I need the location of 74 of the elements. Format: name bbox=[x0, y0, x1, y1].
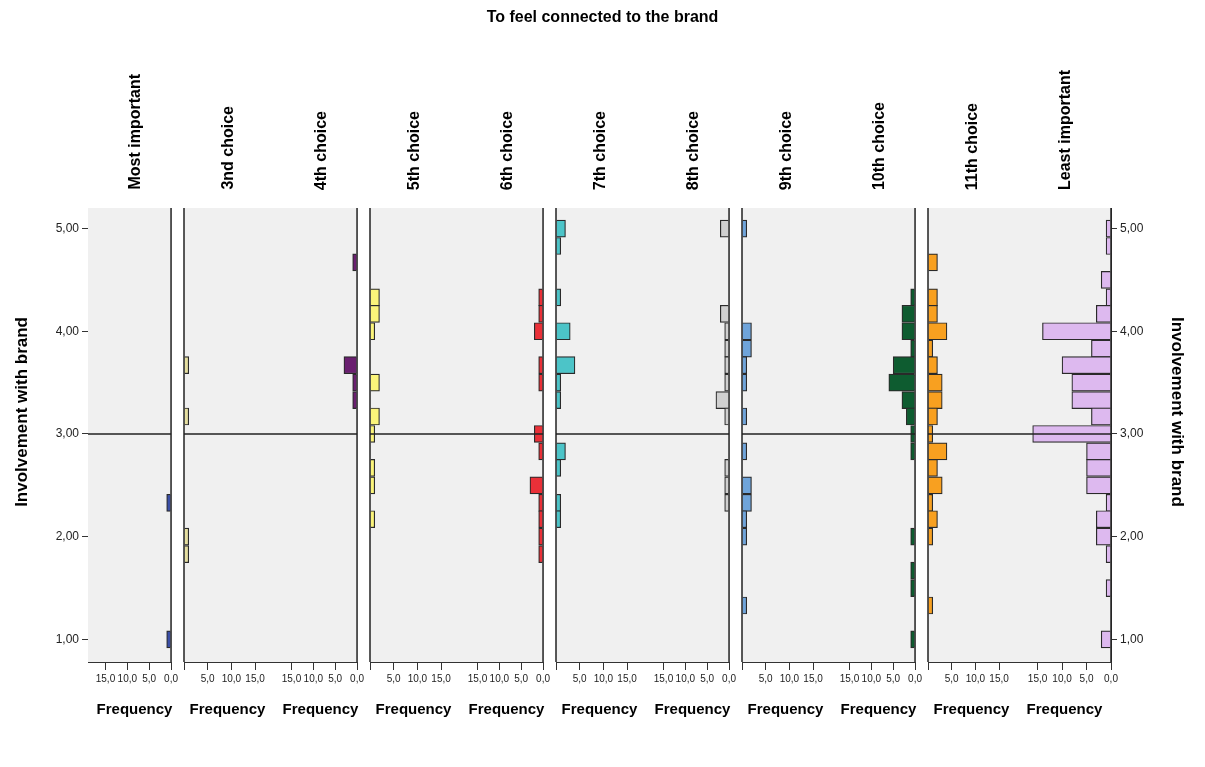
x-tick-label: 5,0 bbox=[514, 672, 529, 684]
chart-title: Least important bbox=[1055, 69, 1074, 192]
x-tick-label: 10,0 bbox=[489, 672, 510, 684]
x-tick-label: 15,0 bbox=[653, 672, 674, 684]
x-axis-title: Frequency bbox=[375, 699, 452, 719]
x-tick-label: 10,0 bbox=[303, 672, 324, 684]
x-axis-title: Frequency bbox=[96, 699, 173, 719]
x-axis-title: Frequency bbox=[561, 699, 638, 719]
x-tick-label: 10,0 bbox=[779, 672, 800, 684]
x-tick-label: 5,0 bbox=[758, 672, 774, 684]
chart-title: 4th choice bbox=[311, 110, 330, 192]
chart-title: 8th choice bbox=[683, 110, 702, 192]
x-axis-title: Frequency bbox=[1026, 699, 1103, 719]
y-tick-label: 2,00 bbox=[1120, 529, 1144, 543]
y-tick-label: 2,00 bbox=[55, 529, 80, 543]
x-tick-label: 5,0 bbox=[1079, 672, 1094, 684]
chart-title: 6th choice bbox=[497, 110, 516, 192]
x-tick-label: 10,0 bbox=[965, 672, 986, 684]
x-tick-label: 0,0 bbox=[722, 672, 737, 684]
x-axis-title: Frequency bbox=[189, 699, 266, 719]
x-axis-title: Frequency bbox=[468, 699, 545, 719]
x-tick-label: 0,0 bbox=[1104, 672, 1119, 684]
x-tick-label: 15,0 bbox=[431, 672, 452, 684]
x-tick-label: 5,0 bbox=[328, 672, 343, 684]
x-tick-label: 15,0 bbox=[281, 672, 302, 684]
chart-title: 9th choice bbox=[776, 110, 795, 192]
y-tick-label: 5,00 bbox=[1120, 220, 1144, 235]
x-tick-label: 0,0 bbox=[350, 672, 365, 684]
x-tick-label: 5,0 bbox=[572, 672, 588, 684]
x-tick-label: 10,0 bbox=[593, 672, 614, 684]
chart-title: 10th choice bbox=[869, 101, 888, 192]
y-tick-label: 1,00 bbox=[55, 631, 80, 646]
y-tick-label: 3,00 bbox=[1120, 426, 1144, 441]
x-tick-label: 5,0 bbox=[700, 672, 715, 684]
x-tick-label: 10,0 bbox=[221, 672, 242, 684]
x-tick-label: 5,0 bbox=[944, 672, 960, 684]
y-tick-label: 3,00 bbox=[55, 426, 80, 441]
x-tick-label: 5,0 bbox=[386, 672, 402, 684]
y-axis-title: Involvement with brand bbox=[12, 317, 32, 507]
x-axis-title: Frequency bbox=[654, 699, 731, 719]
chart-title: 11th choice bbox=[962, 102, 981, 192]
x-tick-label: 5,0 bbox=[886, 672, 901, 684]
x-axis-title: Frequency bbox=[747, 699, 824, 719]
x-tick-label: 0,0 bbox=[908, 672, 923, 684]
x-tick-label: 15,0 bbox=[245, 672, 266, 684]
x-tick-label: 5,0 bbox=[142, 672, 157, 684]
x-axis-title: Frequency bbox=[840, 699, 917, 719]
x-tick-label: 0,0 bbox=[536, 672, 551, 684]
y-tick-label: 5,00 bbox=[55, 220, 80, 235]
x-tick-label: 15,0 bbox=[95, 672, 116, 684]
y-tick-label: 4,00 bbox=[55, 323, 80, 338]
x-axis-title: Frequency bbox=[933, 699, 1010, 719]
chart-title: Most important bbox=[125, 74, 144, 192]
x-tick-label: 10,0 bbox=[1052, 672, 1073, 684]
x-tick-label: 10,0 bbox=[117, 672, 138, 684]
chart-title: 3nd choice bbox=[218, 106, 237, 192]
x-tick-label: 15,0 bbox=[1027, 672, 1048, 684]
chart-title: 7th choice bbox=[590, 110, 609, 192]
x-tick-label: 15,0 bbox=[989, 672, 1010, 684]
x-tick-label: 15,0 bbox=[617, 672, 638, 684]
y-tick-label: 1,00 bbox=[1120, 631, 1144, 646]
x-axis-title: Frequency bbox=[282, 699, 359, 719]
y2-axis-title: Involvement with brand bbox=[1167, 317, 1187, 507]
x-tick-label: 10,0 bbox=[407, 672, 428, 684]
x-tick-label: 10,0 bbox=[675, 672, 696, 684]
x-tick-label: 5,0 bbox=[200, 672, 216, 684]
chart-title: 5th choice bbox=[404, 110, 423, 192]
y-tick-label: 4,00 bbox=[1120, 323, 1144, 338]
x-tick-label: 15,0 bbox=[839, 672, 860, 684]
x-tick-label: 10,0 bbox=[861, 672, 882, 684]
x-tick-label: 0,0 bbox=[164, 672, 179, 684]
x-tick-label: 15,0 bbox=[803, 672, 824, 684]
text: To feel connected to the brand bbox=[485, 8, 720, 26]
x-tick-label: 15,0 bbox=[467, 672, 488, 684]
